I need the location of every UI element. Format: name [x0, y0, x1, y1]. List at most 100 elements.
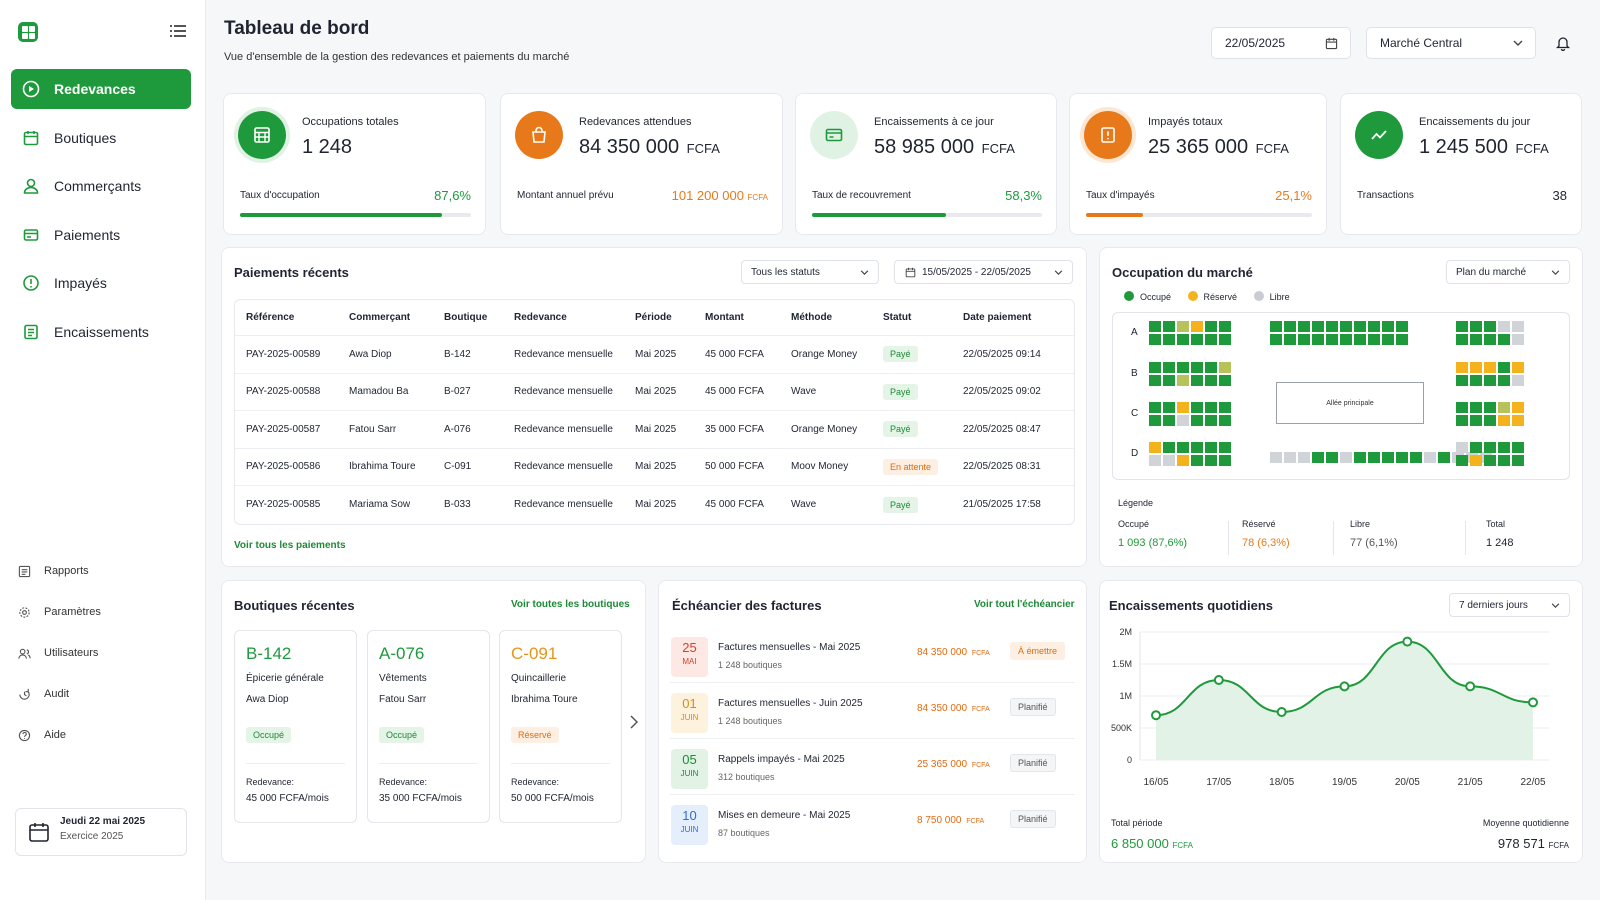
nav-item-rapports[interactable]: Rapports [18, 565, 101, 606]
market-plot[interactable] [1191, 442, 1203, 453]
market-plot[interactable] [1438, 452, 1450, 463]
market-plot[interactable] [1163, 321, 1175, 332]
market-plot[interactable] [1484, 362, 1496, 373]
market-plot[interactable] [1149, 455, 1161, 466]
market-plot[interactable] [1470, 415, 1482, 426]
market-plot[interactable] [1340, 321, 1352, 332]
market-plot[interactable] [1205, 442, 1217, 453]
market-plot[interactable] [1512, 362, 1524, 373]
market-plot[interactable] [1149, 321, 1161, 332]
market-plot[interactable] [1219, 402, 1231, 413]
market-plot[interactable] [1205, 415, 1217, 426]
market-plot[interactable] [1219, 455, 1231, 466]
market-plot[interactable] [1284, 452, 1296, 463]
nav-item-impayes[interactable]: Impayés [11, 263, 191, 303]
market-plot[interactable] [1191, 321, 1203, 332]
market-plot[interactable] [1326, 334, 1338, 345]
market-plot[interactable] [1298, 321, 1310, 332]
market-plot[interactable] [1177, 362, 1189, 373]
view-all-schedule-link[interactable]: Voir tout l'échéancier [974, 599, 1075, 610]
market-plot[interactable] [1498, 402, 1510, 413]
market-plot[interactable] [1484, 375, 1496, 386]
market-plot[interactable] [1270, 452, 1282, 463]
view-all-payments-link[interactable]: Voir tous les paiements [234, 540, 346, 551]
date-picker[interactable]: 22/05/2025 [1211, 27, 1351, 59]
market-plot[interactable] [1484, 442, 1496, 453]
shop-card[interactable]: B-142 Épicerie générale Awa Diop Occupé … [234, 630, 357, 823]
market-plot[interactable] [1284, 334, 1296, 345]
market-plot[interactable] [1205, 375, 1217, 386]
column-header[interactable]: Date paiement [963, 312, 1032, 323]
market-plot[interactable] [1512, 321, 1524, 332]
market-plot[interactable] [1163, 334, 1175, 345]
column-header[interactable]: Référence [246, 312, 295, 323]
market-plot[interactable] [1326, 321, 1338, 332]
market-plot[interactable] [1163, 375, 1175, 386]
notification-bell-icon[interactable] [1555, 35, 1571, 51]
market-plot[interactable] [1382, 452, 1394, 463]
market-plot[interactable] [1484, 321, 1496, 332]
table-row[interactable]: PAY-2025-00588 Mamadou Ba B-027 Redevanc… [235, 374, 1074, 411]
nav-item-boutiques[interactable]: Boutiques [11, 118, 191, 158]
market-plot[interactable] [1498, 362, 1510, 373]
market-plot[interactable] [1219, 442, 1231, 453]
market-plot[interactable] [1512, 334, 1524, 345]
market-plot[interactable] [1298, 452, 1310, 463]
market-plot[interactable] [1312, 452, 1324, 463]
market-plot[interactable] [1382, 334, 1394, 345]
table-row[interactable]: PAY-2025-00587 Fatou Sarr A-076 Redevanc… [235, 411, 1074, 449]
table-row[interactable]: PAY-2025-00585 Mariama Sow B-033 Redevan… [235, 486, 1074, 524]
market-plot[interactable] [1177, 402, 1189, 413]
market-plot[interactable] [1149, 362, 1161, 373]
market-plot[interactable] [1456, 375, 1468, 386]
market-plot[interactable] [1219, 362, 1231, 373]
market-plot[interactable] [1191, 455, 1203, 466]
market-plot[interactable] [1205, 455, 1217, 466]
market-plot[interactable] [1219, 375, 1231, 386]
market-plot[interactable] [1456, 321, 1468, 332]
status-filter-select[interactable]: Tous les statuts [741, 260, 879, 284]
market-plot[interactable] [1470, 375, 1482, 386]
nav-item-commercants[interactable]: Commerçants [11, 166, 191, 206]
market-plot[interactable] [1484, 402, 1496, 413]
market-plot[interactable] [1270, 321, 1282, 332]
date-range-select[interactable]: 15/05/2025 - 22/05/2025 [894, 260, 1073, 284]
market-plot[interactable] [1163, 455, 1175, 466]
market-plot[interactable] [1470, 442, 1482, 453]
market-plot[interactable] [1498, 415, 1510, 426]
market-plot[interactable] [1149, 334, 1161, 345]
market-plot[interactable] [1177, 455, 1189, 466]
market-plot[interactable] [1191, 334, 1203, 345]
market-plot[interactable] [1470, 402, 1482, 413]
column-header[interactable]: Boutique [444, 312, 488, 323]
market-plot[interactable] [1354, 334, 1366, 345]
market-plot[interactable] [1340, 452, 1352, 463]
market-plot[interactable] [1456, 362, 1468, 373]
market-plot[interactable] [1163, 442, 1175, 453]
nav-item-aide[interactable]: Aide [18, 729, 101, 770]
column-header[interactable]: Méthode [791, 312, 833, 323]
market-plot[interactable] [1354, 321, 1366, 332]
column-header[interactable]: Montant [705, 312, 744, 323]
market-plot[interactable] [1270, 334, 1282, 345]
menu-toggle-icon[interactable] [170, 24, 186, 38]
nav-item-paiements[interactable]: Paiements [11, 215, 191, 255]
market-plot[interactable] [1456, 442, 1468, 453]
market-plot[interactable] [1354, 452, 1366, 463]
market-plot[interactable] [1470, 455, 1482, 466]
market-plot[interactable] [1205, 402, 1217, 413]
market-plot[interactable] [1326, 452, 1338, 463]
market-plot[interactable] [1396, 334, 1408, 345]
market-plot[interactable] [1512, 455, 1524, 466]
market-plot[interactable] [1512, 415, 1524, 426]
shop-card[interactable]: C-091 Quincaillerie Ibrahima Toure Réser… [499, 630, 622, 823]
schedule-item[interactable]: 01 JUIN Factures mensuelles - Juin 2025 1… [670, 689, 1075, 739]
market-plot[interactable] [1512, 375, 1524, 386]
market-plot[interactable] [1456, 334, 1468, 345]
market-plot[interactable] [1284, 321, 1296, 332]
market-plot[interactable] [1396, 452, 1408, 463]
market-plot[interactable] [1149, 375, 1161, 386]
market-plot[interactable] [1484, 334, 1496, 345]
market-plot[interactable] [1424, 452, 1436, 463]
market-plot[interactable] [1470, 321, 1482, 332]
